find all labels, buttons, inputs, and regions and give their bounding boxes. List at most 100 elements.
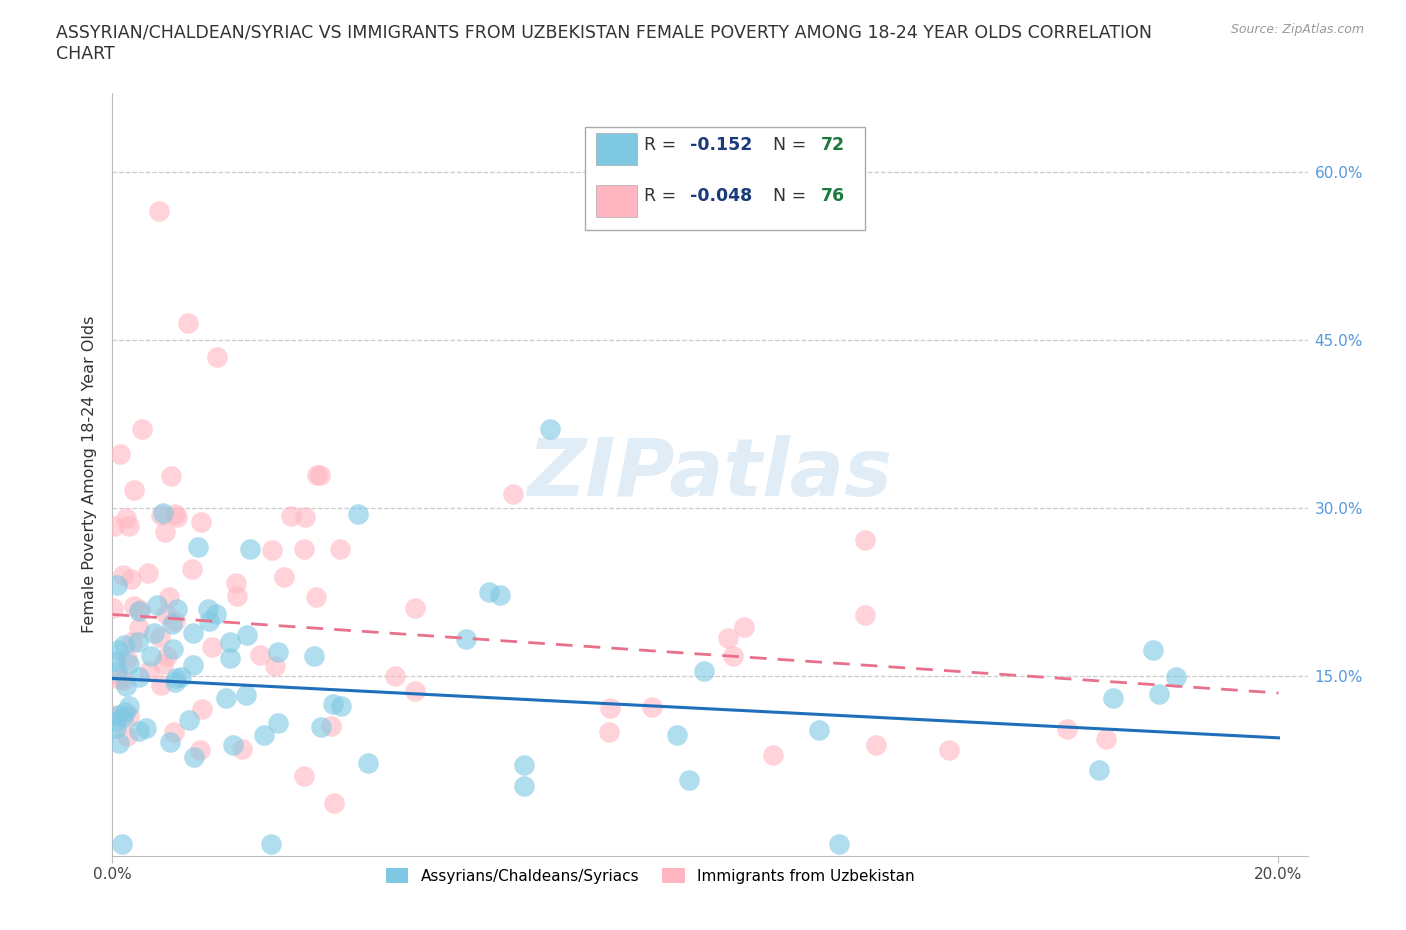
Point: [808, 723, 831, 737]
Text: 72: 72: [821, 137, 845, 154]
Point: [357, 756, 380, 771]
Legend: Assyrians/Chaldeans/Syriacs, Immigrants from Uzbekistan: Assyrians/Chaldeans/Syriacs, Immigrants …: [380, 862, 921, 890]
Point: [404, 601, 426, 616]
Point: [294, 510, 316, 525]
Point: [135, 721, 157, 736]
Point: [165, 671, 187, 685]
Point: [236, 628, 259, 643]
Point: [513, 757, 536, 772]
Point: [101, 709, 124, 724]
Point: [267, 644, 290, 659]
Text: Source: ZipAtlas.com: Source: ZipAtlas.com: [1230, 23, 1364, 36]
Point: [1056, 722, 1078, 737]
Point: [105, 720, 128, 735]
Point: [148, 204, 170, 219]
Point: [598, 724, 620, 739]
Point: [115, 728, 138, 743]
Point: [103, 600, 125, 615]
Point: [160, 468, 183, 483]
Point: [1095, 731, 1118, 746]
FancyBboxPatch shape: [585, 127, 866, 231]
Point: [538, 422, 561, 437]
Point: [762, 747, 785, 762]
Point: [225, 589, 247, 604]
Text: -0.152: -0.152: [690, 137, 752, 154]
Point: [347, 507, 370, 522]
Point: [177, 315, 200, 330]
Point: [114, 679, 136, 694]
Point: [122, 483, 145, 498]
Point: [267, 716, 290, 731]
Point: [159, 590, 181, 604]
Y-axis label: Female Poverty Among 18-24 Year Olds: Female Poverty Among 18-24 Year Olds: [82, 315, 97, 633]
Text: R =: R =: [644, 187, 682, 205]
Point: [219, 635, 242, 650]
Point: [150, 678, 173, 693]
Point: [1102, 691, 1125, 706]
Point: [307, 468, 329, 483]
Point: [1164, 670, 1187, 684]
Text: ZIPatlas: ZIPatlas: [527, 435, 893, 513]
Point: [454, 631, 477, 646]
Text: R =: R =: [644, 137, 682, 154]
Point: [828, 837, 851, 852]
Point: [640, 699, 662, 714]
Text: N =: N =: [773, 187, 813, 205]
Point: [136, 565, 159, 580]
Point: [128, 724, 150, 738]
Point: [165, 506, 187, 521]
Point: [733, 620, 755, 635]
Point: [160, 617, 183, 631]
Point: [115, 651, 138, 666]
Point: [159, 735, 181, 750]
Point: [114, 511, 136, 525]
Point: [322, 697, 344, 711]
Point: [665, 727, 688, 742]
Point: [225, 576, 247, 591]
Point: [853, 532, 876, 547]
Point: [163, 724, 186, 739]
Point: [118, 698, 141, 713]
Point: [260, 837, 283, 852]
Point: [323, 796, 346, 811]
Point: [477, 584, 499, 599]
Point: [142, 625, 165, 640]
Point: [280, 509, 302, 524]
Point: [146, 597, 169, 612]
Point: [721, 648, 744, 663]
Point: [111, 672, 134, 687]
Point: [128, 620, 150, 635]
Point: [181, 658, 204, 672]
Point: [302, 648, 325, 663]
Point: [1147, 686, 1170, 701]
Point: [231, 741, 253, 756]
Point: [599, 700, 621, 715]
Point: [128, 670, 150, 684]
Point: [384, 669, 406, 684]
Point: [1142, 643, 1164, 658]
Point: [294, 769, 316, 784]
Point: [117, 657, 139, 671]
Point: [162, 642, 184, 657]
Point: [865, 737, 887, 752]
Point: [235, 687, 257, 702]
Point: [114, 705, 136, 720]
Point: [489, 588, 512, 603]
Point: [273, 570, 295, 585]
Point: [197, 602, 219, 617]
Point: [853, 608, 876, 623]
Point: [110, 446, 132, 461]
Point: [107, 671, 129, 686]
Point: [122, 599, 145, 614]
Point: [183, 750, 205, 764]
Point: [321, 718, 343, 733]
Text: 76: 76: [821, 187, 845, 205]
Point: [129, 603, 152, 618]
Point: [197, 614, 219, 629]
Point: [107, 643, 129, 658]
Point: [170, 670, 193, 684]
Point: [138, 663, 160, 678]
Point: [292, 541, 315, 556]
Point: [309, 468, 332, 483]
Point: [239, 541, 262, 556]
